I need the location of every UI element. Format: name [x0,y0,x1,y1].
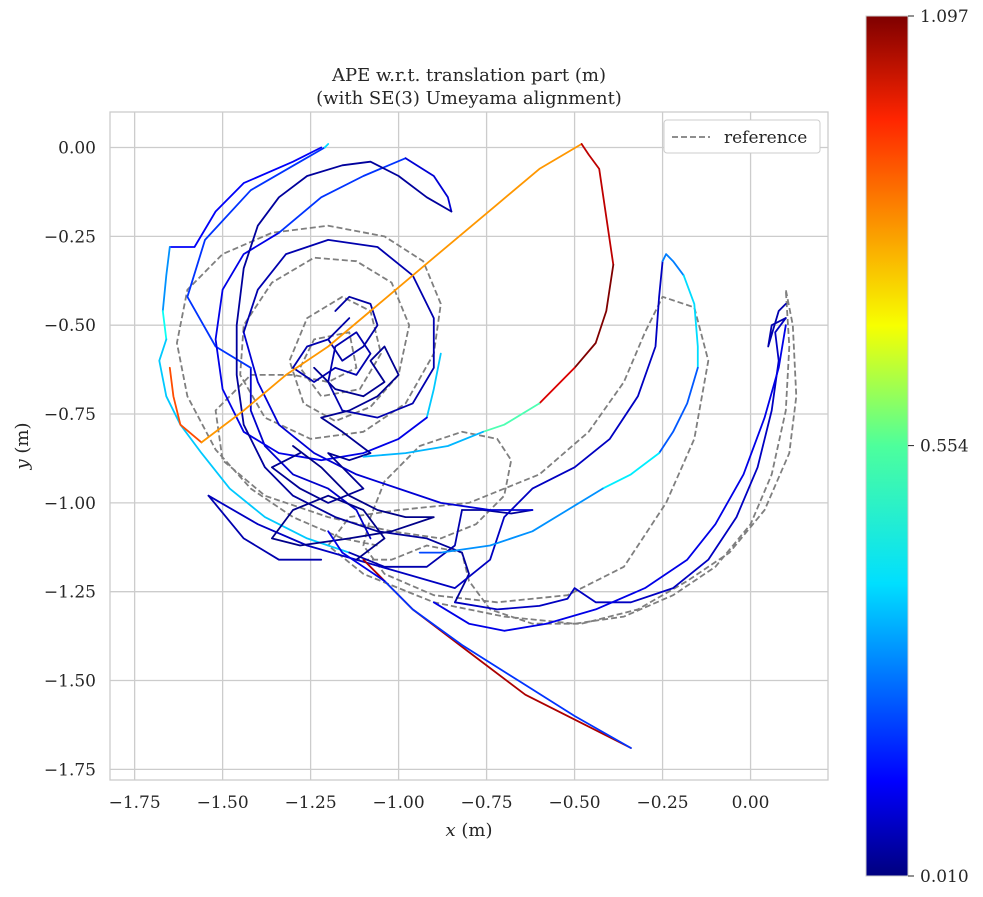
plot-area [109,111,829,781]
estimate-segment [270,445,435,561]
y-tick-label: −1.75 [44,760,96,780]
estimate-segment [235,160,470,604]
estimate-segment [432,324,787,632]
estimate-segment [168,146,323,248]
x-tick-label: 0.00 [732,793,770,813]
legend-reference-label: reference [724,128,807,148]
colorbar-tick-label: 0.554 [920,437,969,457]
estimate-segment [461,509,534,515]
y-axis-title: y (m) [12,422,33,470]
colorbar-tick-label: 1.097 [920,7,969,27]
x-tick-label: −1.75 [109,793,161,813]
estimate-segment [601,452,660,490]
legend-box [663,119,821,154]
y-tick-label: −0.25 [44,227,96,247]
y-tick-label: 0.00 [58,139,96,159]
reference-trajectory [175,224,798,625]
estimate-segment [425,352,442,419]
colorbar-gradient [865,15,909,877]
x-axis-title: x (m) [446,820,493,841]
estimate-segment [661,253,685,277]
plot-frame [109,111,829,781]
estimate-segment [362,430,485,458]
estimate-segment [270,345,400,504]
estimate-segment [482,402,541,433]
estimate-segment [242,238,435,419]
estimate-segment [682,274,699,369]
estimate-segment [200,143,583,444]
estimate-segment [538,366,576,405]
y-axis-ticks: 0.00 −0.25 −0.50 −0.75 −1.00 −1.25 −1.50 −1.75 [44,139,96,781]
x-tick-label: −0.50 [549,793,601,813]
estimate-segment [327,530,386,582]
estimate-segment [404,157,453,213]
estimated-trajectory [158,143,787,749]
estimate-segment [214,231,428,462]
x-tick-label: −0.75 [461,793,513,813]
x-tick-label: −1.00 [373,793,425,813]
y-tick-label: −1.25 [44,583,96,603]
y-tick-label: −0.50 [44,316,96,336]
estimate-segment [158,338,351,554]
estimate-segment [168,366,203,444]
estimate-segment [383,580,632,749]
x-tick-label: −1.50 [197,793,249,813]
estimate-segment [573,263,615,369]
y-axis-unit: (m) [12,422,33,459]
plot-background [110,112,828,780]
estimate-segment [249,366,372,540]
x-axis-unit: (m) [456,820,493,841]
x-axis-ticks: −1.75 −1.50 −1.25 −1.00 −0.75 −0.50 −0.25 0.00 [109,793,770,813]
estimate-segment [580,143,615,266]
reference-line [175,224,798,625]
y-tick-label: −0.75 [44,405,96,425]
estimate-segment [161,310,168,341]
estimate-segment [207,494,323,561]
estimate-segment [277,157,407,234]
y-tick-label: −1.00 [44,494,96,514]
estimate-segment [186,146,326,369]
legend: reference [663,119,821,154]
estimate-segment [348,509,463,568]
estimate-segment [161,246,171,312]
estimate-segment [242,331,534,511]
estimate-segment [767,302,787,348]
chart-title-line1: APE w.r.t. translation part (m) [331,65,606,86]
y-axis-variable: y [12,459,33,471]
colorbar-ticks: 1.097 0.554 0.010 [908,7,969,887]
x-tick-label: −0.25 [637,793,689,813]
chart-title-line2: (with SE(3) Umeyama alignment) [316,88,622,109]
y-tick-label: −1.50 [44,672,96,692]
colorbar-tick-label: 0.010 [920,867,969,887]
x-tick-label: −1.25 [285,793,337,813]
estimate-segment [327,295,379,362]
estimate-segment [439,487,604,554]
estimate-segment [207,260,664,589]
x-axis-variable: x [446,820,456,841]
estimate-segment [323,143,330,149]
colorbar: 1.097 0.554 0.010 [865,7,969,887]
estimate-segment [658,366,699,455]
